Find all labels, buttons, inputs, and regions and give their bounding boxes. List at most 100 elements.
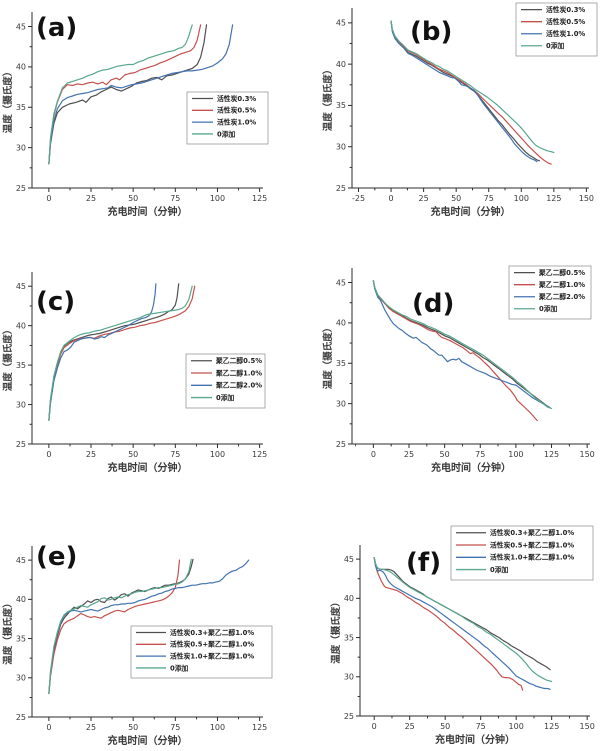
legend-label: 0添加 <box>216 393 235 402</box>
x-tick-label: 75 <box>170 194 180 203</box>
panel-e: 0 25 50 75 100 125 25 30 35 40 45 充电时间（分钟） 温度（摄氏度） (e… <box>0 501 300 751</box>
x-tick-label: 150 <box>580 450 595 459</box>
x-tick-label: 0 <box>371 450 376 459</box>
y-tick-label: 35 <box>16 634 26 643</box>
legend-box <box>185 353 266 409</box>
y-tick-label: 45 <box>16 22 26 31</box>
chart-e: 0 25 50 75 100 125 25 30 35 40 45 充电时间（分钟） 温度（摄氏度） (e… <box>2 542 273 747</box>
y-tick-label: 40 <box>344 594 354 603</box>
legend-box <box>130 625 273 679</box>
x-tick-label: -25 <box>352 194 365 203</box>
x-tick-label: 150 <box>579 194 594 203</box>
legend-label: 0添加 <box>539 304 558 313</box>
chart-b: -25 0 25 50 75 100 125 150 25 30 35 40 45 充电时间（分钟） 温度（… <box>322 2 598 218</box>
y-axis-title: 温度（摄氏度） <box>2 325 14 392</box>
legend-label: 活性炭1.0+聚乙二醇1.0% <box>490 553 574 562</box>
legend: 活性炭0.3% 活性炭0.5% 活性炭1.0% 0添加 <box>186 91 269 145</box>
y-tick-label: 35 <box>16 103 26 112</box>
panel-b: -25 0 25 50 75 100 125 150 25 30 35 40 45 充电时间（分钟） 温度（… <box>300 0 600 250</box>
x-tick-label: 25 <box>86 194 96 203</box>
legend-label: 活性炭0.5% <box>546 17 585 26</box>
y-tick-label: 40 <box>16 321 26 330</box>
x-axis-title: 充电时间（分钟） <box>431 205 511 218</box>
y-axis-title: 温度（摄氏度） <box>322 323 334 390</box>
x-tick-label: 100 <box>210 723 225 732</box>
y-tick-label: 35 <box>336 359 346 368</box>
chart-a: 0 25 50 75 100 125 25 30 35 40 45 充电时间（分钟） 温度（摄氏度） (a… <box>2 12 269 218</box>
x-tick-label: 100 <box>210 194 225 203</box>
series-line-聚乙二醇0.5% <box>372 280 551 409</box>
x-tick-label: 150 <box>580 722 595 731</box>
x-tick-label: 75 <box>475 450 485 459</box>
series-line-活性炭0.3% <box>390 20 541 162</box>
legend-box <box>515 2 598 57</box>
legend: 聚乙二醇0.5% 聚乙二醇1.0% 聚乙二醇2.0% 0添加 <box>185 353 266 409</box>
x-tick-label: 50 <box>440 450 450 459</box>
y-tick-label: 25 <box>16 713 26 722</box>
y-tick-label: 25 <box>16 440 26 449</box>
x-tick-label: 25 <box>405 722 415 731</box>
legend: 活性炭0.3+聚乙二醇1.0% 活性炭0.5+聚乙二醇1.0% 活性炭1.0+聚乙二… <box>450 525 594 581</box>
x-tick-label: 50 <box>128 194 138 203</box>
legend-label: 聚乙二醇0.5% <box>215 356 262 365</box>
legend-label: 活性炭1.0+聚乙二醇1.0% <box>170 652 254 661</box>
series-line-活性炭0.5+聚乙二醇1.0% <box>373 556 524 691</box>
y-tick-label: 40 <box>336 319 346 328</box>
y-tick-label: 35 <box>16 361 26 370</box>
series-line-聚乙二醇2.0% <box>372 280 550 408</box>
x-axis-title: 充电时间（分钟） <box>108 734 188 747</box>
y-tick-label: 30 <box>16 674 26 683</box>
series-line-活性炭1.0% <box>390 20 538 163</box>
y-tick-label: 45 <box>336 19 346 28</box>
x-tick-label: 75 <box>170 723 180 732</box>
x-tick-label: 25 <box>419 194 429 203</box>
y-tick-label: 45 <box>344 555 354 564</box>
y-axis-title: 温度（摄氏度） <box>2 67 14 134</box>
legend-label: 活性炭0.5% <box>217 106 256 115</box>
legend-label: 0添加 <box>490 565 509 574</box>
series-line-聚乙二醇2.0% <box>48 283 157 421</box>
panel-label: (c) <box>36 287 75 317</box>
panel-label: (b) <box>410 17 452 47</box>
series-line-活性炭0.3% <box>48 24 208 165</box>
x-tick-label: 0 <box>46 194 51 203</box>
x-tick-label: 100 <box>514 194 529 203</box>
x-axis-title: 充电时间（分钟） <box>108 461 188 474</box>
x-tick-label: 125 <box>544 450 559 459</box>
x-tick-label: 25 <box>86 723 96 732</box>
x-tick-label: 0 <box>46 450 51 459</box>
x-tick-label: 100 <box>210 450 225 459</box>
y-tick-label: 35 <box>344 633 354 642</box>
legend-box <box>450 525 594 581</box>
x-tick-label: 50 <box>128 450 138 459</box>
x-tick-label: 0 <box>389 194 394 203</box>
legend-label: 活性炭1.0% <box>546 29 585 38</box>
series-line-0添加 <box>48 24 193 165</box>
y-tick-label: 25 <box>336 440 346 449</box>
y-tick-label: 25 <box>16 184 26 193</box>
x-tick-label: 125 <box>252 450 267 459</box>
series-line-活性炭0.5+聚乙二醇1.0% <box>48 559 181 695</box>
legend-label: 活性炭0.3+聚乙二醇1.0% <box>170 628 254 637</box>
legend-label: 活性炭1.0% <box>217 118 256 127</box>
series-line-聚乙二醇1.0% <box>372 280 538 422</box>
series-line-活性炭0.5% <box>390 20 552 165</box>
series-line-活性炭1.0+聚乙二醇1.0% <box>48 559 250 695</box>
x-tick-label: 125 <box>252 723 267 732</box>
y-tick-label: 40 <box>336 60 346 69</box>
y-tick-label: 40 <box>16 595 26 604</box>
x-tick-label: 0 <box>372 722 377 731</box>
panel-a: 0 25 50 75 100 125 25 30 35 40 45 充电时间（分钟） 温度（摄氏度） (a… <box>0 0 300 250</box>
series-line-0添加 <box>372 280 553 410</box>
legend-label: 聚乙二醇2.0% <box>538 292 585 301</box>
x-tick-label: 100 <box>508 450 523 459</box>
x-tick-label: 75 <box>484 194 494 203</box>
y-tick-label: 25 <box>336 184 346 193</box>
y-tick-label: 35 <box>336 101 346 110</box>
y-tick-label: 30 <box>16 400 26 409</box>
x-tick-label: 75 <box>170 450 180 459</box>
x-tick-label: 50 <box>451 194 461 203</box>
y-tick-label: 45 <box>16 282 26 291</box>
series-line-活性炭1.0+聚乙二醇1.0% <box>373 556 551 690</box>
